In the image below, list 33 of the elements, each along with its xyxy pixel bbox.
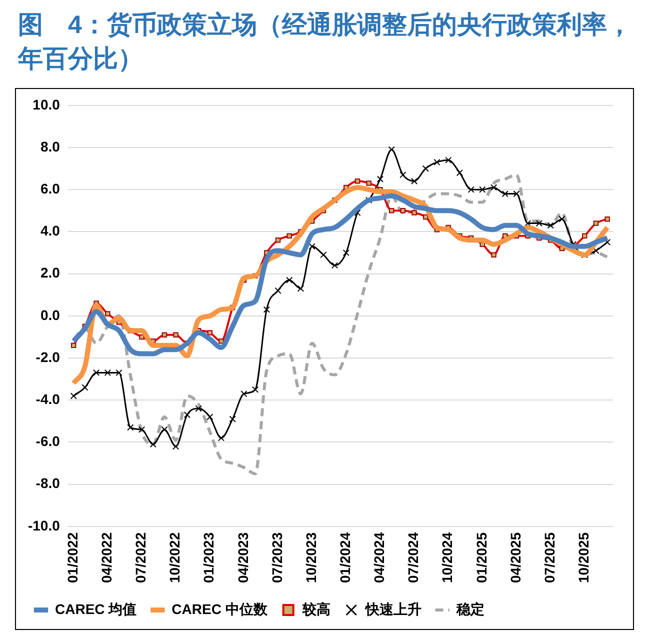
x-tick-label: 07/2023 xyxy=(268,532,285,584)
y-tick-label: -6.0 xyxy=(36,433,60,450)
x-tick-label: 10/2025 xyxy=(575,532,592,584)
y-tick-label: 6.0 xyxy=(40,180,60,196)
y-tick-label: 0.0 xyxy=(40,306,60,323)
y-tick-label: 10.0 xyxy=(32,96,60,112)
legend-label: CAREC 中位数 xyxy=(172,600,268,617)
y-tick-label: -10.0 xyxy=(28,517,60,534)
y-tick-label: 8.0 xyxy=(40,138,60,154)
x-tick-label: 07/2025 xyxy=(541,532,558,584)
x-tick-label: 04/2023 xyxy=(234,532,251,584)
y-tick-label: -8.0 xyxy=(36,475,60,492)
x-tick-label: 10/2022 xyxy=(166,532,183,584)
x-tick-label: 01/2025 xyxy=(473,532,490,584)
x-tick-label: 01/2024 xyxy=(336,532,353,584)
x-tick-label: 10/2023 xyxy=(302,532,319,584)
legend-label: 较高 xyxy=(301,600,330,617)
y-tick-label: -4.0 xyxy=(36,390,60,407)
x-tick-label: 07/2024 xyxy=(405,532,422,584)
y-tick-label: 4.0 xyxy=(40,222,60,239)
legend-label: 快速上升 xyxy=(364,600,422,617)
x-tick-label: 04/2025 xyxy=(507,532,524,584)
legend-label: CAREC 均值 xyxy=(55,600,137,617)
x-tick-label: 01/2023 xyxy=(200,532,217,584)
x-tick-label: 04/2022 xyxy=(98,532,115,584)
y-tick-label: 2.0 xyxy=(40,264,60,281)
x-tick-label: 07/2022 xyxy=(132,532,149,584)
y-tick-label: -2.0 xyxy=(36,348,60,365)
x-tick-label: 10/2024 xyxy=(439,532,456,584)
legend-label: 稳定 xyxy=(455,600,484,617)
chart-title: 图 4：货币政策立场（经通胀调整后的央行政策利率，年百分比） xyxy=(18,10,633,75)
x-tick-label: 01/2022 xyxy=(64,532,80,584)
x-tick-label: 04/2024 xyxy=(371,532,388,584)
